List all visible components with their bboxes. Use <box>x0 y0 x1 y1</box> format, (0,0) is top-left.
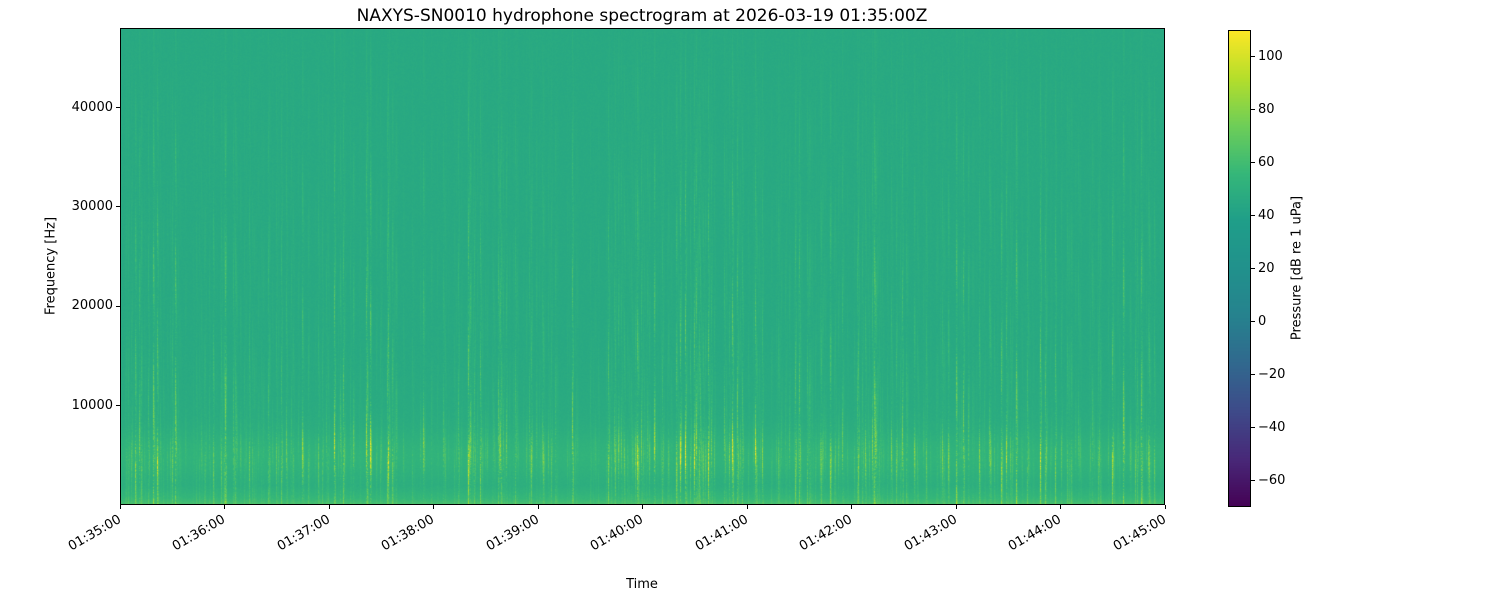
colorbar-tick-label: 40 <box>1258 207 1275 223</box>
x-tick-label: 01:39:00 <box>483 512 542 555</box>
x-tick-label: 01:44:00 <box>1005 512 1064 555</box>
y-tick-label: 40000 <box>71 99 113 115</box>
colorbar-tick-label: 0 <box>1258 313 1267 329</box>
x-tick-mark <box>224 505 225 509</box>
y-tick-mark <box>116 206 120 208</box>
y-axis-label: Frequency [Hz] <box>43 216 59 316</box>
x-tick-label: 01:41:00 <box>692 512 751 555</box>
x-tick-mark <box>328 505 330 509</box>
colorbar-tick-label: −40 <box>1258 419 1286 435</box>
colorbar-tick-label: 60 <box>1258 154 1275 170</box>
x-tick-mark <box>746 505 748 509</box>
y-tick-mark <box>116 305 120 307</box>
colorbar-tick-mark <box>1251 268 1255 269</box>
x-tick-mark <box>537 505 539 509</box>
colorbar-gradient <box>1228 30 1251 507</box>
colorbar-tick-label: 80 <box>1258 101 1275 117</box>
x-tick-label: 01:43:00 <box>901 512 960 555</box>
x-tick-label: 01:38:00 <box>378 512 437 555</box>
spectrogram-heatmap <box>120 28 1165 505</box>
x-tick-mark <box>851 505 852 509</box>
y-tick-mark <box>116 405 120 407</box>
x-tick-mark <box>642 505 643 509</box>
colorbar-tick-mark <box>1251 374 1255 375</box>
x-tick-label: 01:37:00 <box>274 512 333 555</box>
x-tick-mark <box>433 505 434 509</box>
x-tick-label: 01:45:00 <box>1110 512 1169 555</box>
x-tick-mark <box>119 505 121 509</box>
x-tick-mark <box>1060 505 1061 509</box>
colorbar-tick-label: −60 <box>1258 472 1286 488</box>
colorbar-tick-mark <box>1251 162 1255 163</box>
colorbar-tick-label: −20 <box>1258 366 1286 382</box>
y-tick-mark <box>116 107 120 108</box>
y-tick-label: 20000 <box>71 298 113 314</box>
colorbar-tick-mark <box>1251 56 1255 57</box>
colorbar-tick-label: 20 <box>1258 260 1275 276</box>
x-tick-label: 01:35:00 <box>65 512 124 555</box>
x-tick-label: 01:36:00 <box>169 512 228 555</box>
x-tick-mark <box>1164 505 1166 509</box>
colorbar-tick-mark <box>1251 321 1255 322</box>
colorbar-tick-mark <box>1251 215 1255 216</box>
chart-title: NAXYS-SN0010 hydrophone spectrogram at 2… <box>356 6 928 26</box>
colorbar-tick-mark <box>1251 480 1255 481</box>
x-tick-label: 01:40:00 <box>587 512 646 555</box>
x-tick-mark <box>955 505 957 509</box>
colorbar-tick-label: 100 <box>1258 48 1283 64</box>
y-tick-label: 10000 <box>71 397 113 413</box>
colorbar-tick-mark <box>1251 109 1255 110</box>
y-tick-label: 30000 <box>71 198 113 214</box>
x-tick-label: 01:42:00 <box>796 512 855 555</box>
x-axis-label: Time <box>626 577 658 592</box>
colorbar-tick-mark <box>1251 427 1255 428</box>
colorbar-label: Pressure [dB re 1 uPa] <box>1289 195 1305 341</box>
